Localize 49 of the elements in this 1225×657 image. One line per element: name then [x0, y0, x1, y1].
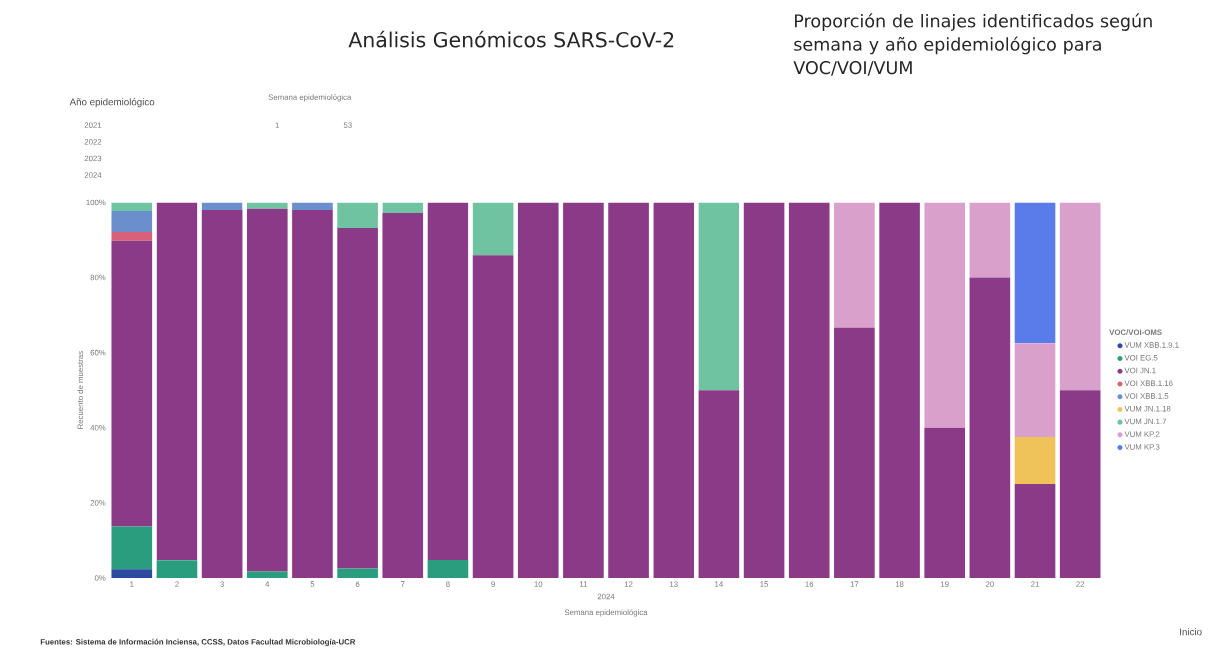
bar	[969, 277, 1011, 578]
bar	[608, 202, 649, 578]
bar	[1014, 437, 1056, 484]
bar	[111, 232, 153, 241]
bar	[1014, 483, 1056, 578]
bar	[1014, 202, 1056, 344]
bar	[969, 202, 1011, 278]
bar	[834, 202, 875, 328]
bar	[472, 255, 514, 578]
bar	[1059, 202, 1101, 391]
chart-title: Análisis Genómicos SARS-CoV-2	[348, 30, 674, 48]
text: Año epidemiológico	[69, 98, 155, 108]
bar	[246, 202, 288, 209]
bar	[924, 202, 966, 428]
bar	[788, 202, 830, 578]
bar	[156, 560, 198, 578]
bar	[653, 202, 695, 578]
bar	[111, 210, 153, 233]
bar	[563, 202, 604, 578]
chart-subtitle: Proporción de linajes identificados según semana y año epidemiológico para VOC/VOI/VUM	[793, 13, 1152, 76]
bar	[698, 202, 740, 391]
bar	[337, 568, 378, 578]
bar	[427, 559, 469, 578]
bar	[879, 202, 920, 578]
bar	[201, 209, 243, 578]
bar	[246, 208, 288, 572]
bar	[292, 209, 333, 578]
bar	[111, 526, 153, 570]
text: Inicio	[1180, 628, 1202, 636]
bar	[292, 202, 333, 210]
bar	[382, 212, 424, 578]
bar	[382, 202, 424, 213]
bar	[201, 202, 243, 210]
bar	[246, 571, 288, 578]
bar	[427, 202, 469, 560]
bar	[337, 202, 378, 228]
bar	[111, 569, 153, 578]
bar	[337, 227, 378, 569]
bar	[924, 427, 966, 578]
bar	[698, 390, 740, 578]
bar	[1059, 390, 1101, 578]
bar	[111, 202, 153, 211]
bar	[472, 202, 514, 256]
bar	[1014, 343, 1056, 438]
bar	[834, 327, 875, 578]
bar	[743, 202, 785, 578]
bar	[111, 240, 153, 527]
bar	[517, 202, 559, 578]
bar	[156, 202, 198, 561]
